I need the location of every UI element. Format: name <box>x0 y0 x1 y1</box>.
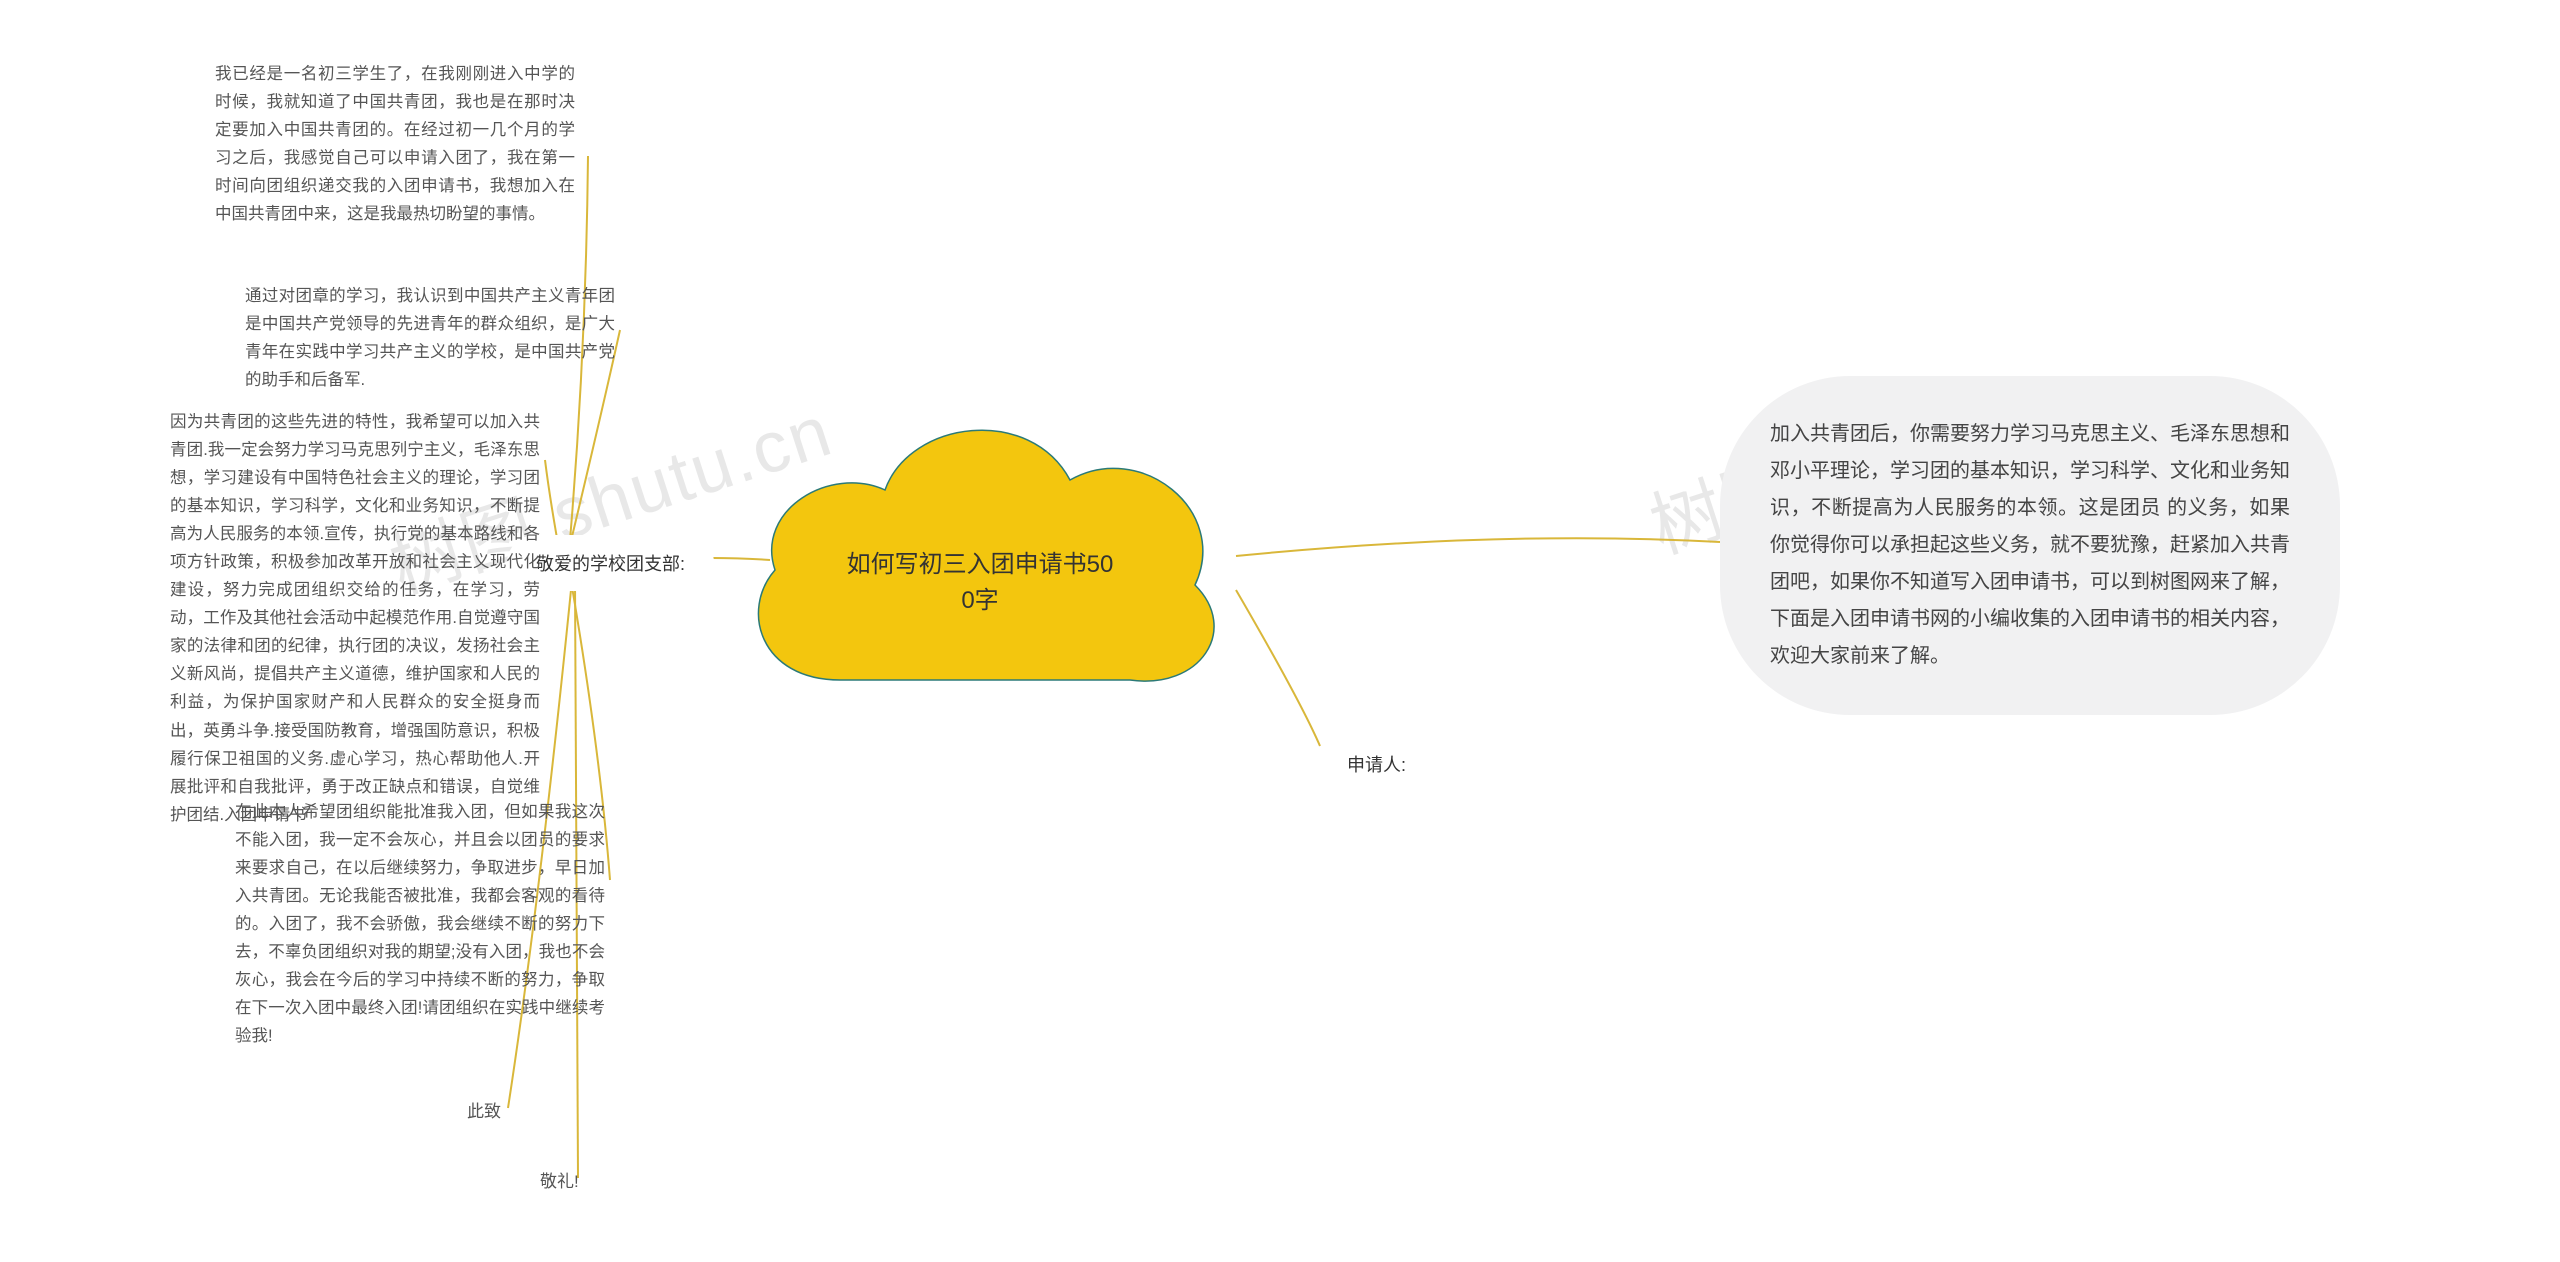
central-title-line2: 0字 <box>961 587 998 614</box>
left-item-3: 因为共青团的这些先进的特性，我希望可以加入共青团.我一定会努力学习马克思列宁主义… <box>170 408 540 829</box>
left-item-4: 在此本人希望团组织能批准我入团，但如果我这次不能入团，我一定不会灰心，并且会以团… <box>235 798 605 1050</box>
central-title: 如何写初三入团申请书50 0字 <box>830 547 1130 619</box>
left-item-1: 我已经是一名初三学生了，在我刚刚进入中学的时候，我就知道了中国共青团，我也是在那… <box>215 60 575 228</box>
central-title-line1: 如何写初三入团申请书50 <box>847 551 1114 578</box>
left-item-6: 敬礼! <box>540 1168 600 1197</box>
left-item-5: 此致 <box>467 1098 527 1127</box>
central-cloud-node[interactable]: 如何写初三入团申请书50 0字 <box>720 380 1240 730</box>
right-applicant-node[interactable]: 申请人: <box>1318 736 1435 792</box>
left-item-2: 通过对团章的学习，我认识到中国共产主义青年团是中国共产党领导的先进青年的群众组织… <box>245 282 615 394</box>
mindmap-canvas: 树图 shutu.cn 树图 shutu.cn 如何写初三入团申请书50 0字 <box>0 0 2560 1262</box>
right-intro-bubble: 加入共青团后，你需要努力学习马克思主义、毛泽东思想和邓小平理论，学习团的基本知识… <box>1720 376 2340 715</box>
